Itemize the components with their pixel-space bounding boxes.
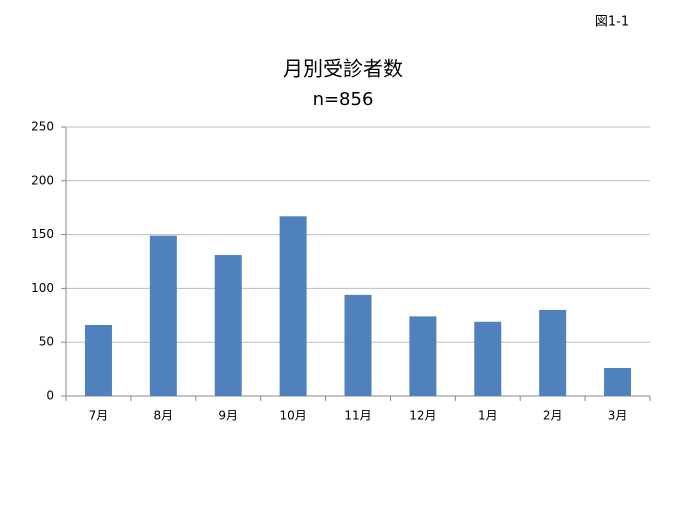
bar (279, 216, 307, 396)
x-tick-label: 11月 (344, 409, 371, 423)
y-tick-label: 200 (31, 173, 54, 187)
x-tick-label: 7月 (89, 409, 109, 423)
x-tick-label: 10月 (279, 409, 306, 423)
x-tick-label: 9月 (218, 409, 238, 423)
bar (84, 324, 112, 396)
bar (604, 368, 632, 396)
bar (409, 316, 437, 396)
figure-label: 図1-1 (595, 15, 629, 30)
bar (149, 235, 177, 396)
x-tick-label: 2月 (543, 409, 563, 423)
bar (214, 255, 242, 396)
y-tick-label: 0 (46, 389, 54, 403)
y-tick-label: 250 (31, 120, 54, 134)
y-tick-label: 50 (39, 335, 54, 349)
y-tick-label: 100 (31, 281, 54, 295)
chart-subtitle: n=856 (313, 89, 374, 110)
x-tick-label: 1月 (478, 409, 498, 423)
bar (344, 294, 372, 396)
y-tick-label: 150 (31, 227, 54, 241)
x-tick-label: 3月 (608, 409, 628, 423)
bar (539, 309, 567, 396)
x-tick-label: 8月 (154, 409, 174, 423)
x-tick-label: 12月 (409, 409, 436, 423)
bar (474, 321, 502, 396)
chart-title: 月別受診者数 (283, 57, 403, 81)
